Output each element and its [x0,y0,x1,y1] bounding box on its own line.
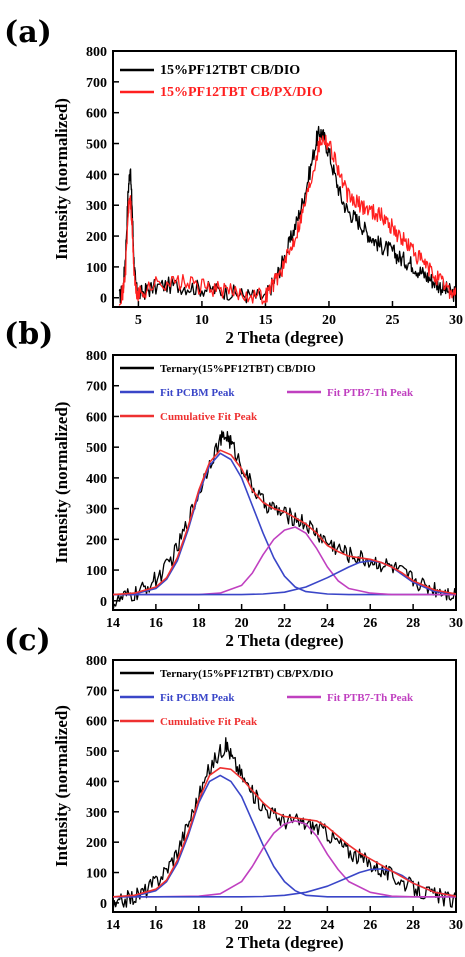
x-tick-label: 16 [149,616,163,631]
y-tick-label: 700 [86,684,107,699]
y-tick-label: 800 [86,349,107,364]
y-tick-label: 100 [86,564,107,579]
y-tick-label: 400 [86,168,107,183]
x-tick-label: 25 [385,313,399,328]
y-tick-label: 0 [100,897,107,912]
y-tick-label: 800 [86,45,107,60]
legend-entry: Fit PCBM Peak [160,387,235,399]
x-tick-label: 14 [106,918,120,933]
series-line-2 [113,526,456,596]
x-tick-label: 28 [406,918,420,933]
y-tick-label: 400 [86,472,107,487]
x-axis-title: 2 Theta (degree) [225,933,343,952]
y-tick-label: 600 [86,107,107,122]
series-line-0 [118,125,456,304]
y-tick-label: 500 [86,441,107,456]
y-tick-label: 300 [86,806,107,821]
series-line-1 [113,774,456,898]
x-tick-label: 14 [106,616,120,631]
x-tick-label: 5 [135,313,142,328]
x-tick-label: 30 [449,313,463,328]
legend-entry: Fit PCBM Peak [160,692,235,704]
x-tick-label: 24 [320,616,334,631]
y-tick-label: 600 [86,410,107,425]
x-tick-label: 20 [235,616,249,631]
x-tick-label: 18 [192,616,206,631]
y-tick-label: 0 [100,292,107,307]
x-tick-label: 22 [278,918,292,933]
legend-entry: 15%PF12TBT CB/PX/DIO [160,85,323,100]
legend-entry: Cumulative Fit Peak [160,411,258,423]
legend-entry: 15%PF12TBT CB/DIO [160,63,300,78]
plot-frame [112,50,457,308]
series-line-4 [113,766,456,898]
y-axis-title: Intensity (normalized) [52,705,71,867]
series-line-4 [113,449,456,596]
x-axis-title: 2 Theta (degree) [225,328,343,347]
y-axis-title: Intensity (normalized) [52,402,71,564]
legend-entry: Ternary(15%PF12TBT) CB/DIO [160,363,316,375]
x-tick-label: 15 [258,313,272,328]
y-tick-label: 400 [86,775,107,790]
x-tick-label: 10 [195,313,209,328]
y-tick-label: 500 [86,138,107,153]
panel-label: (a) [4,15,52,50]
chart-panel-1: (a) 0 100 200 300 400 500 600 700 800 5 10 15 20 25 30 2… [4,15,463,347]
chart-panel-3: (c) 0 100 200 300 400 500 600 700 800 14 16 18 20 22 24… [4,623,463,952]
legend-entry: Fit PTB7-Th Peak [327,387,414,399]
series-line-1 [113,452,456,596]
x-tick-label: 26 [363,616,377,631]
y-tick-label: 200 [86,230,107,245]
x-tick-label: 30 [449,616,463,631]
series-line-3 [113,559,456,596]
y-tick-label: 0 [100,595,107,610]
y-tick-label: 100 [86,261,107,276]
x-tick-label: 30 [449,918,463,933]
legend-entry: Fit PTB7-Th Peak [327,692,414,704]
series-line-0 [113,430,456,610]
series-line-1 [118,134,456,306]
x-tick-label: 22 [278,616,292,631]
y-tick-label: 800 [86,654,107,669]
y-tick-label: 300 [86,199,107,214]
y-tick-label: 500 [86,745,107,760]
y-tick-label: 300 [86,503,107,518]
series-line-0 [113,737,456,912]
series-line-2 [113,820,456,898]
legend-entry: Cumulative Fit Peak [160,716,258,728]
legend-entry: Ternary(15%PF12TBT) CB/PX/DIO [160,668,334,680]
y-tick-label: 100 [86,867,107,882]
y-tick-label: 600 [86,715,107,730]
panel-label: (b) [4,317,53,352]
x-tick-label: 24 [320,918,334,933]
y-tick-label: 700 [86,380,107,395]
panel-label: (c) [4,623,51,658]
x-tick-label: 20 [322,313,336,328]
chart-panel-2: (b) 0 100 200 300 400 500 600 700 800 14 16 18 20 22 24… [4,317,463,650]
x-tick-label: 26 [363,918,377,933]
y-tick-label: 700 [86,76,107,91]
x-tick-label: 18 [192,918,206,933]
x-tick-label: 28 [406,616,420,631]
x-axis-title: 2 Theta (degree) [225,631,343,650]
y-tick-label: 200 [86,533,107,548]
y-axis-title: Intensity (normalized) [52,98,71,260]
x-tick-label: 16 [149,918,163,933]
x-tick-label: 20 [235,918,249,933]
y-tick-label: 200 [86,836,107,851]
